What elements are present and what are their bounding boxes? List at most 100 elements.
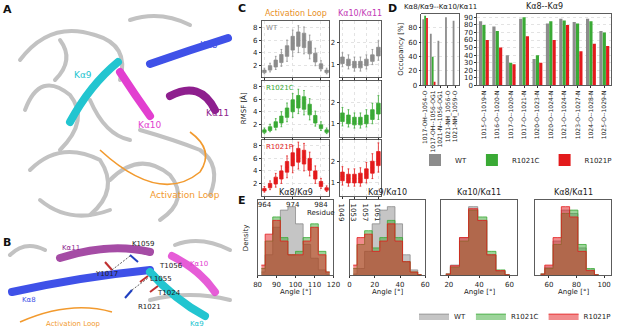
svg-text:Kα9: Kα9	[190, 320, 204, 328]
svg-text:4: 4	[253, 167, 258, 175]
svg-text:1025-O--1029-N: 1025-O--1029-N	[600, 91, 607, 140]
svg-text:90: 90	[464, 14, 473, 22]
svg-text:R1021P: R1021P	[266, 143, 293, 151]
svg-text:R1021P: R1021P	[584, 313, 611, 321]
svg-text:E: E	[238, 194, 246, 207]
svg-text:70: 70	[464, 29, 473, 37]
svg-text:1: 1	[331, 61, 335, 69]
svg-text:Kα11: Kα11	[62, 244, 80, 252]
svg-text:1021-O--1024-N: 1021-O--1024-N	[560, 91, 567, 140]
svg-text:0: 0	[413, 82, 417, 90]
svg-text:1024-O--1028-N: 1024-O--1028-N	[587, 91, 594, 140]
svg-text:T1056: T1056	[159, 262, 183, 270]
svg-text:20: 20	[444, 281, 453, 289]
svg-text:20: 20	[464, 67, 473, 75]
svg-text:60: 60	[544, 281, 553, 289]
svg-text:10: 10	[464, 74, 473, 82]
svg-text:1021-N--1056-OG1: 1021-N--1056-OG1	[436, 90, 443, 147]
svg-text:2: 2	[331, 99, 335, 107]
svg-text:1: 1	[331, 120, 335, 128]
svg-text:Kα10/Kα11: Kα10/Kα11	[457, 188, 501, 197]
svg-text:2: 2	[331, 39, 335, 47]
svg-text:Activation Loop: Activation Loop	[150, 190, 220, 200]
svg-text:120: 120	[327, 281, 340, 289]
svg-text:Kα9/Kα10: Kα9/Kα10	[368, 188, 407, 197]
svg-text:8: 8	[253, 24, 257, 32]
svg-text:WT: WT	[266, 24, 278, 32]
svg-text:80: 80	[464, 21, 473, 29]
svg-text:984: 984	[314, 201, 328, 209]
svg-text:Angle [°]: Angle [°]	[280, 288, 311, 296]
svg-text:WT: WT	[454, 313, 466, 321]
svg-text:6: 6	[253, 96, 258, 104]
svg-text:Occupancy [%]: Occupancy [%]	[397, 22, 405, 75]
svg-text:Activation Loop: Activation Loop	[265, 9, 327, 18]
svg-text:K1059: K1059	[132, 240, 154, 248]
svg-text:RMSF [Å]: RMSF [Å]	[239, 92, 248, 124]
svg-text:20: 20	[408, 67, 417, 75]
svg-text:Kα10/Kα11: Kα10/Kα11	[338, 9, 382, 18]
svg-text:WT: WT	[455, 157, 467, 165]
svg-text:C: C	[238, 2, 246, 15]
svg-text:20: 20	[370, 281, 379, 289]
svg-text:1061: 1061	[373, 204, 381, 222]
svg-text:80: 80	[408, 24, 417, 32]
svg-text:60: 60	[421, 281, 430, 289]
svg-text:R1021C: R1021C	[511, 313, 539, 321]
svg-text:6: 6	[253, 37, 258, 45]
svg-text:1021-NH_1056-O: 1021-NH_1056-O	[444, 90, 452, 142]
svg-text:Kα9: Kα9	[74, 70, 92, 80]
svg-text:Angle [°]: Angle [°]	[558, 288, 589, 296]
svg-text:40: 40	[475, 281, 484, 289]
svg-text:Angle [°]: Angle [°]	[372, 288, 403, 296]
svg-text:100: 100	[289, 281, 302, 289]
svg-text:30: 30	[464, 59, 473, 67]
svg-text:1021-NH_1059-O: 1021-NH_1059-O	[451, 90, 459, 142]
svg-text:100: 100	[597, 281, 610, 289]
svg-text:2: 2	[253, 121, 257, 129]
svg-text:L1055: L1055	[150, 275, 172, 283]
svg-text:8: 8	[253, 142, 257, 150]
svg-text:Kα8--Kα9: Kα8--Kα9	[526, 2, 563, 11]
svg-text:40: 40	[464, 52, 473, 60]
svg-text:R1021P: R1021P	[585, 157, 612, 165]
svg-text:1015-O--1019-N: 1015-O--1019-N	[480, 91, 487, 140]
svg-text:B: B	[3, 236, 11, 249]
svg-text:1017-O--1021-N: 1017-O--1021-N	[520, 91, 527, 140]
svg-text:50: 50	[464, 44, 473, 52]
svg-text:Angle [°]: Angle [°]	[464, 288, 495, 296]
svg-text:964: 964	[258, 201, 272, 209]
svg-text:2: 2	[253, 62, 257, 70]
svg-text:2: 2	[331, 158, 335, 166]
svg-text:Kα8/Kα11: Kα8/Kα11	[554, 188, 593, 197]
svg-text:1023-O--1027-N: 1023-O--1027-N	[574, 91, 581, 140]
svg-text:1017-O--1020-N: 1017-O--1020-N	[507, 91, 514, 140]
svg-text:8: 8	[253, 83, 257, 91]
svg-text:R1021C: R1021C	[512, 157, 540, 165]
svg-text:Residue: Residue	[307, 209, 335, 217]
svg-text:80: 80	[572, 281, 581, 289]
svg-text:1057: 1057	[361, 204, 369, 222]
svg-text:4: 4	[253, 108, 258, 116]
svg-text:1053: 1053	[349, 204, 357, 222]
svg-text:Activation Loop: Activation Loop	[46, 320, 101, 328]
svg-text:Kα10: Kα10	[138, 120, 162, 130]
svg-text:Density: Density	[242, 225, 250, 252]
svg-text:Kα11: Kα11	[206, 108, 229, 118]
svg-text:A: A	[3, 3, 12, 16]
svg-text:1: 1	[331, 179, 335, 187]
svg-text:110: 110	[308, 281, 321, 289]
svg-text:0: 0	[347, 281, 351, 289]
svg-text:974: 974	[286, 201, 300, 209]
svg-text:Kα8/Kα9: Kα8/Kα9	[279, 188, 313, 197]
svg-text:Kα8/Kα9--Kα10/Kα11: Kα8/Kα9--Kα10/Kα11	[404, 3, 477, 11]
svg-text:60: 60	[505, 281, 514, 289]
svg-text:0: 0	[469, 82, 473, 90]
svg-text:1016-O--1020-N: 1016-O--1020-N	[493, 91, 500, 140]
svg-text:40: 40	[408, 53, 417, 61]
svg-text:1020-O--1024-N: 1020-O--1024-N	[547, 91, 554, 140]
svg-text:80: 80	[253, 281, 262, 289]
svg-text:60: 60	[464, 36, 473, 44]
svg-text:D: D	[388, 2, 397, 15]
svg-text:Kα8: Kα8	[22, 296, 36, 304]
